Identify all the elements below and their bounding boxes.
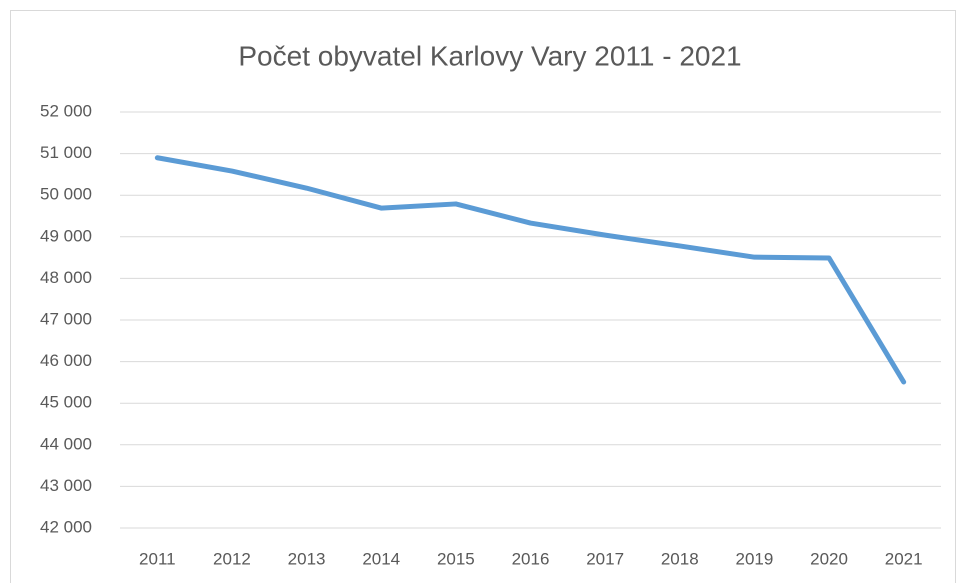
y-tick-label: 48 000 — [40, 268, 92, 287]
x-tick-label: 2014 — [362, 549, 400, 568]
x-tick-label: 2015 — [437, 549, 475, 568]
x-tick-label: 2011 — [139, 549, 176, 568]
y-tick-label: 49 000 — [40, 226, 92, 245]
chart-title: Počet obyvatel Karlovy Vary 2011 - 2021 — [238, 40, 741, 71]
x-tick-label: 2021 — [885, 549, 923, 568]
y-tick-label: 45 000 — [40, 393, 92, 412]
x-tick-label: 2012 — [213, 549, 251, 568]
y-tick-label: 44 000 — [40, 434, 92, 453]
x-tick-label: 2016 — [512, 549, 550, 568]
y-tick-label: 51 000 — [40, 143, 92, 162]
x-tick-label: 2017 — [586, 549, 624, 568]
x-tick-label: 2019 — [735, 549, 773, 568]
y-tick-label: 42 000 — [40, 517, 92, 536]
x-tick-label: 2013 — [288, 549, 326, 568]
y-tick-label: 43 000 — [40, 476, 92, 495]
y-tick-label: 46 000 — [40, 351, 92, 370]
chart-frame — [10, 10, 956, 583]
x-tick-label: 2020 — [810, 549, 848, 568]
x-tick-label: 2018 — [661, 549, 699, 568]
data-line — [154, 155, 907, 385]
y-tick-label: 47 000 — [40, 309, 92, 328]
y-tick-label: 52 000 — [40, 101, 92, 120]
y-tick-label: 50 000 — [40, 185, 92, 204]
